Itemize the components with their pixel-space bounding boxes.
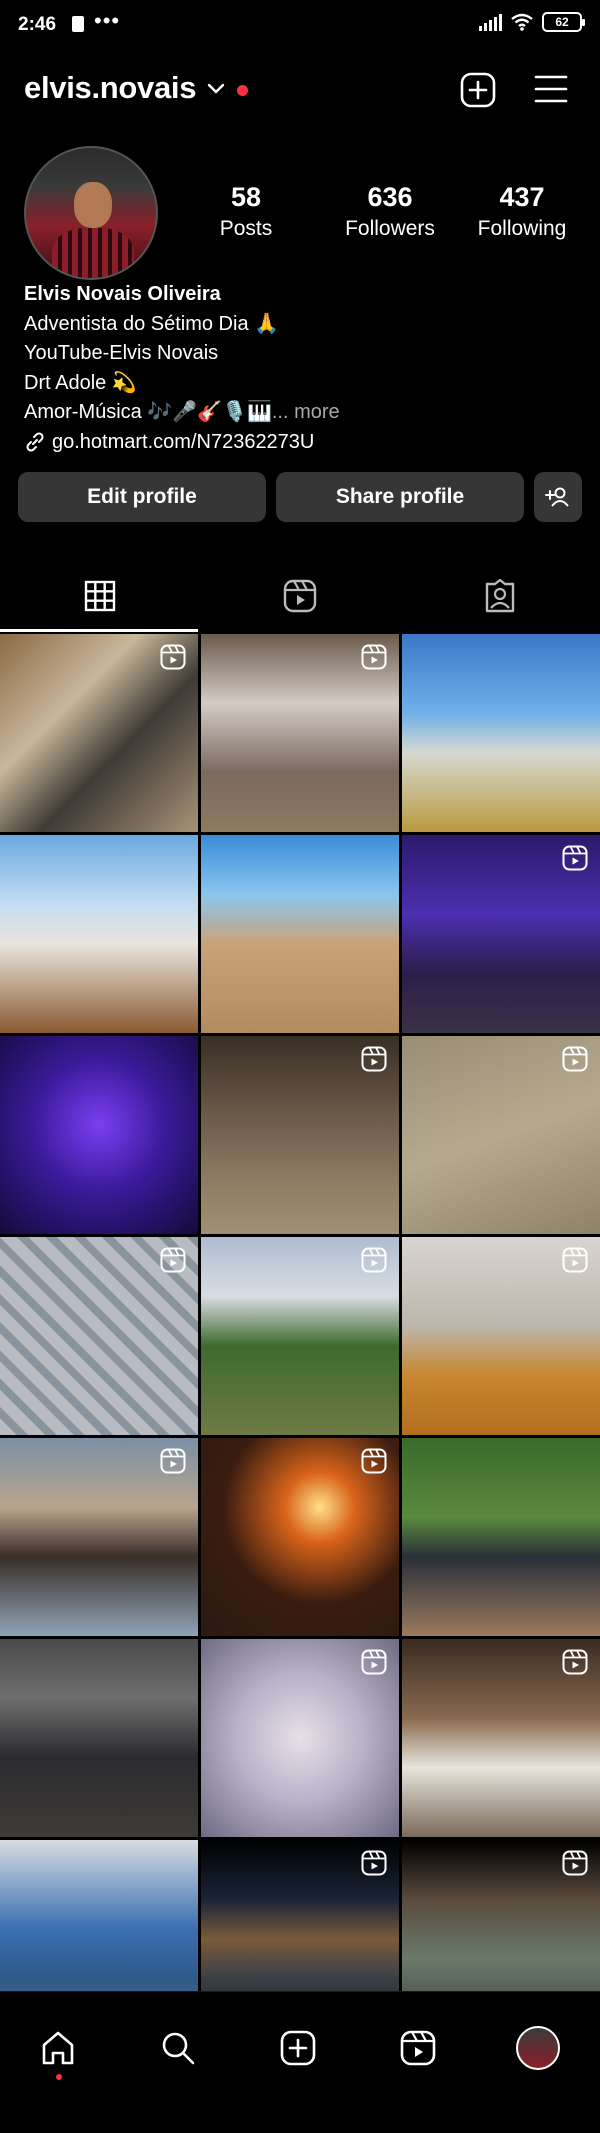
reel-icon bbox=[361, 1046, 387, 1077]
post-thumbnail[interactable] bbox=[201, 1840, 399, 1991]
wifi-icon bbox=[511, 13, 533, 31]
add-person-icon bbox=[545, 487, 569, 507]
reels-icon bbox=[283, 579, 317, 613]
post-thumbnail[interactable] bbox=[201, 1438, 399, 1636]
discover-people-button[interactable] bbox=[534, 472, 582, 522]
bio-link[interactable]: go.hotmart.com/N72362273U bbox=[24, 428, 584, 458]
posts-count[interactable]: 58 Posts bbox=[219, 182, 273, 240]
sim-icon bbox=[72, 16, 84, 32]
tab-tagged[interactable] bbox=[400, 560, 600, 632]
battery-indicator: 62 bbox=[542, 12, 585, 32]
post-thumbnail[interactable] bbox=[402, 1036, 600, 1234]
bottom-navigation bbox=[0, 1991, 600, 2133]
status-time: 2:46 bbox=[18, 14, 57, 35]
tagged-icon bbox=[485, 579, 515, 613]
reel-icon bbox=[562, 1247, 588, 1278]
post-thumbnail[interactable] bbox=[0, 1639, 198, 1837]
profile-avatar[interactable] bbox=[24, 146, 158, 280]
hamburger-menu-icon[interactable] bbox=[534, 74, 568, 104]
username-switcher[interactable]: elvis.novais bbox=[24, 70, 197, 105]
notification-dot bbox=[237, 85, 248, 96]
post-thumbnail[interactable] bbox=[402, 1840, 600, 1991]
more-notifications-indicator: ••• bbox=[94, 8, 121, 33]
link-icon bbox=[26, 432, 44, 452]
reel-icon bbox=[361, 644, 387, 675]
bio-line: Drt Adole 💫 bbox=[24, 371, 137, 394]
create-plus-icon bbox=[280, 2030, 316, 2066]
reel-icon bbox=[361, 1850, 387, 1881]
post-thumbnail[interactable] bbox=[402, 835, 600, 1033]
post-thumbnail[interactable] bbox=[402, 1237, 600, 1435]
signal-icon bbox=[479, 13, 502, 31]
post-thumbnail[interactable] bbox=[402, 1438, 600, 1636]
tab-posts-grid[interactable] bbox=[0, 560, 200, 632]
post-thumbnail[interactable] bbox=[201, 1036, 399, 1234]
post-thumbnail[interactable] bbox=[201, 1639, 399, 1837]
profile-avatar bbox=[516, 2026, 560, 2070]
share-profile-button[interactable]: Share profile bbox=[276, 472, 524, 522]
reel-icon bbox=[562, 845, 588, 876]
reel-icon bbox=[562, 1046, 588, 1077]
post-thumbnail[interactable] bbox=[0, 1840, 198, 1991]
post-thumbnail[interactable] bbox=[201, 1237, 399, 1435]
profile-actions: Edit profile Share profile bbox=[18, 472, 582, 522]
full-name: Elvis Novais Oliveira bbox=[24, 283, 221, 305]
post-thumbnail[interactable] bbox=[0, 1237, 198, 1435]
post-thumbnail[interactable] bbox=[402, 634, 600, 832]
search-icon bbox=[162, 2032, 195, 2065]
home-icon bbox=[42, 2031, 74, 2065]
reel-icon bbox=[562, 1850, 588, 1881]
post-thumbnail[interactable] bbox=[402, 1639, 600, 1837]
profile-tabs bbox=[0, 560, 600, 632]
create-plus-icon[interactable] bbox=[460, 72, 496, 108]
followers-count[interactable]: 636 Followers bbox=[345, 182, 435, 240]
reel-icon bbox=[361, 1247, 387, 1278]
nav-create[interactable] bbox=[268, 2018, 328, 2078]
bio-line: Amor-Música 🎶🎤🎸🎙️🎹... more bbox=[24, 401, 340, 423]
post-thumbnail[interactable] bbox=[201, 835, 399, 1033]
reel-icon bbox=[361, 1448, 387, 1479]
bio-line: YouTube-Elvis Novais bbox=[24, 342, 219, 364]
nav-home[interactable] bbox=[28, 2018, 88, 2078]
reel-icon bbox=[160, 644, 186, 675]
edit-profile-button[interactable]: Edit profile bbox=[18, 472, 266, 522]
home-notification-dot bbox=[56, 2074, 62, 2080]
bio-link-text[interactable]: go.hotmart.com/N72362273U bbox=[52, 430, 315, 453]
reel-icon bbox=[160, 1448, 186, 1479]
reel-icon bbox=[361, 1649, 387, 1680]
posts-grid bbox=[0, 634, 600, 1991]
profile-bio: Elvis Novais Oliveira Adventista do Séti… bbox=[24, 280, 584, 457]
chevron-down-icon[interactable] bbox=[206, 82, 226, 96]
profile-header: elvis.novais bbox=[0, 58, 600, 118]
grid-icon bbox=[84, 580, 116, 612]
status-bar: 2:46 ••• 62 bbox=[0, 0, 600, 50]
nav-reels[interactable] bbox=[388, 2018, 448, 2078]
bio-more-link[interactable]: ... more bbox=[271, 401, 340, 423]
reel-icon bbox=[562, 1649, 588, 1680]
bio-line: Adventista do Sétimo Dia 🙏 bbox=[24, 312, 280, 335]
post-thumbnail[interactable] bbox=[0, 835, 198, 1033]
tab-reels[interactable] bbox=[200, 560, 400, 632]
post-thumbnail[interactable] bbox=[0, 1438, 198, 1636]
reels-icon bbox=[400, 2030, 436, 2066]
nav-search[interactable] bbox=[148, 2018, 208, 2078]
nav-profile[interactable] bbox=[508, 2018, 568, 2078]
post-thumbnail[interactable] bbox=[0, 1036, 198, 1234]
post-thumbnail[interactable] bbox=[201, 634, 399, 832]
post-thumbnail[interactable] bbox=[0, 634, 198, 832]
reel-icon bbox=[160, 1247, 186, 1278]
following-count[interactable]: 437 Following bbox=[477, 182, 567, 240]
